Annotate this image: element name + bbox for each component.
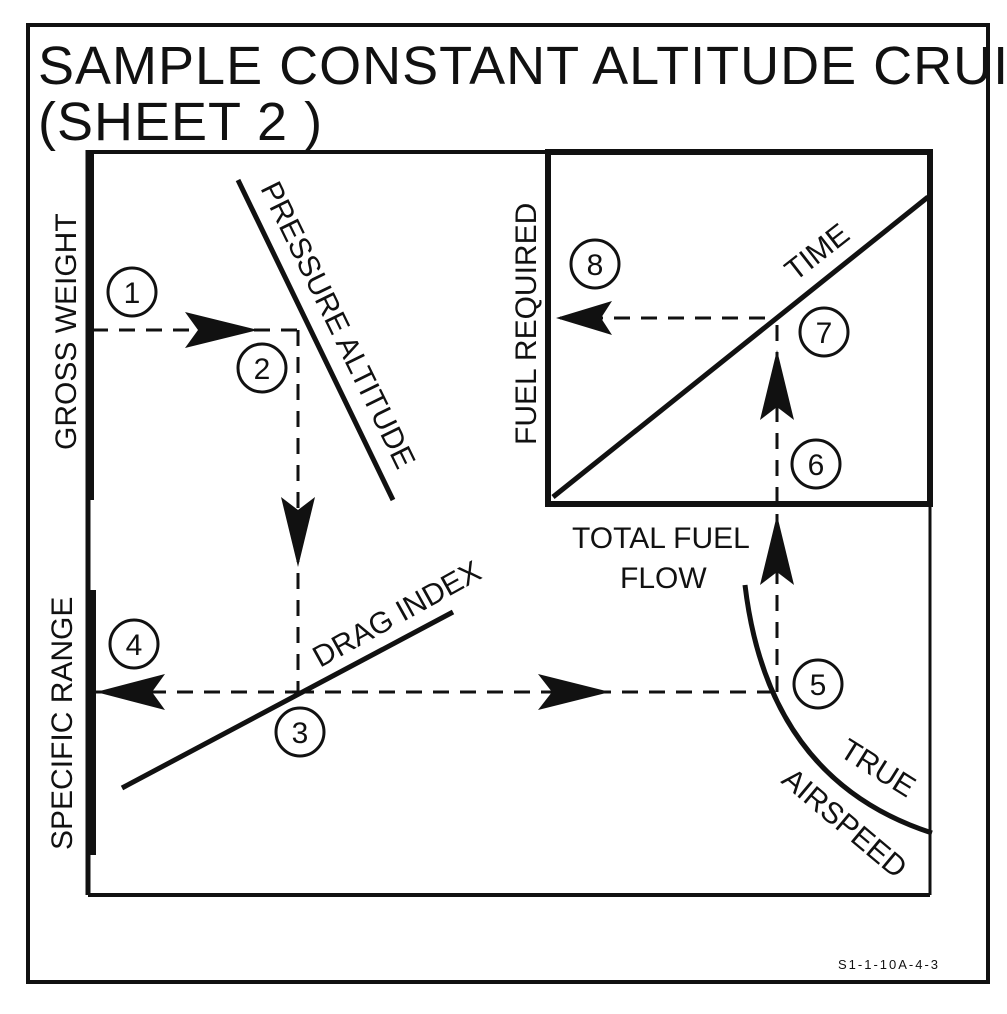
step-number-8: 8	[587, 249, 604, 282]
arrow-up-2	[760, 350, 794, 420]
step-circle-7	[798, 306, 850, 358]
time-label: TIME	[779, 217, 856, 287]
arrow-right-1	[185, 312, 258, 348]
outer-frame	[26, 23, 990, 984]
step-circle-4	[108, 618, 160, 670]
fuel-required-label: FUEL REQUIRED	[510, 203, 543, 445]
step-number-7: 7	[816, 317, 833, 350]
title-line-2: (SHEET 2 )	[38, 92, 323, 152]
drag-index-line	[120, 609, 455, 791]
step-number-5: 5	[810, 669, 827, 702]
true-label: TRUE	[834, 733, 921, 804]
step-numbers: 1 2 3 4 5 6 7 8	[124, 249, 833, 750]
step-circle-8	[569, 238, 621, 290]
title-line-1: SAMPLE CONSTANT ALTITUDE CRUISE	[38, 36, 1007, 96]
pressure-altitude-label: PRESSURE ALTITUDE	[254, 177, 422, 474]
step-circle-2	[236, 342, 288, 394]
arrow-up-1	[760, 515, 794, 585]
time-line	[551, 195, 930, 499]
fuel-required-box	[545, 149, 933, 507]
step-number-4: 4	[126, 629, 143, 662]
step-number-2: 2	[254, 353, 271, 386]
step-markers	[106, 238, 850, 758]
arrow-left	[96, 674, 165, 710]
step-circle-1	[106, 266, 158, 318]
step-circle-6	[790, 438, 842, 490]
true-airspeed-curve	[742, 584, 933, 836]
arrow-right-2	[538, 674, 610, 710]
reference-code: S1-1-10A-4-3	[838, 957, 940, 972]
drag-index-label: DRAG INDEX	[307, 555, 486, 674]
arrow-down	[281, 497, 315, 567]
gross-weight-label: GROSS WEIGHT	[50, 213, 83, 450]
arrowheads	[96, 301, 794, 710]
step-number-6: 6	[808, 449, 825, 482]
total-fuel-flow-label-1: TOTAL FUEL	[572, 522, 750, 555]
step-circle-5	[792, 658, 844, 710]
arrow-left-2	[556, 301, 612, 335]
step-number-3: 3	[292, 717, 309, 750]
pressure-altitude-line	[235, 178, 396, 502]
total-fuel-flow-label-2: FLOW	[620, 562, 707, 595]
specific-range-label: SPECIFIC RANGE	[46, 597, 79, 850]
step-circle-3	[274, 706, 326, 758]
step-number-1: 1	[124, 277, 141, 310]
